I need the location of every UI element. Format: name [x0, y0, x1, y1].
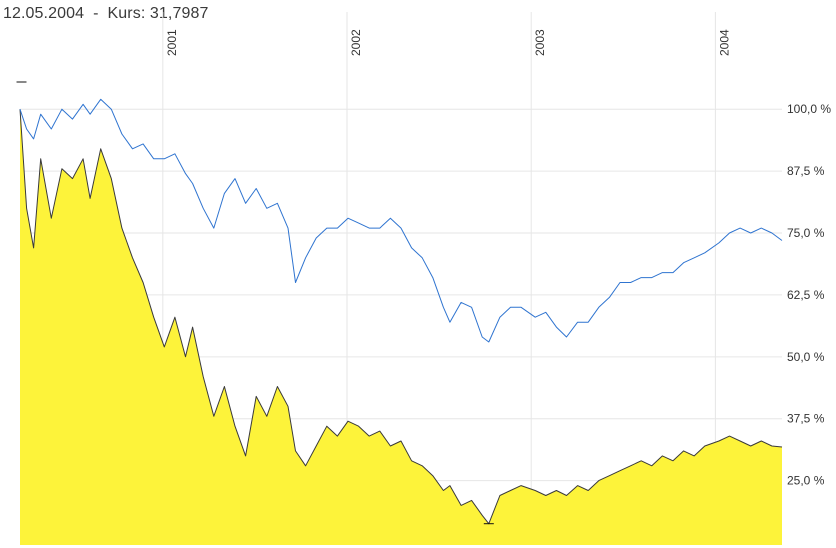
- price-area: [20, 109, 782, 545]
- x-tick-label: 2004: [717, 29, 731, 56]
- x-tick-label: 2003: [533, 29, 547, 56]
- y-tick-label: 25,0 %: [787, 474, 825, 488]
- marker-layer: [16, 81, 494, 525]
- y-tick-label: 75,0 %: [787, 226, 825, 240]
- benchmark-line: [19, 98, 783, 343]
- price-line: [19, 109, 783, 525]
- y-tick-label: 100,0 %: [787, 102, 831, 116]
- header-date: 12.05.2004: [3, 5, 85, 22]
- header-separator: -: [93, 5, 99, 22]
- y-tick-label: 50,0 %: [787, 350, 825, 364]
- y-tick-label: 62,5 %: [787, 288, 825, 302]
- y-tick-label: 87,5 %: [787, 164, 825, 178]
- y-axis: 100,0 % 87,5 % 75,0 % 62,5 % 50,0 % 37,5 % 25,…: [787, 102, 831, 487]
- x-axis: 2001 2002 2003 2004: [165, 29, 732, 56]
- header-price: Kurs: 31,7987: [107, 5, 209, 22]
- y-tick-label: 37,5 %: [787, 412, 825, 426]
- x-tick-label: 2001: [165, 29, 179, 56]
- series-layer: [19, 98, 783, 545]
- x-tick-label: 2002: [349, 29, 363, 56]
- chart-title: 12.05.2004- Kurs: 31,7987: [3, 5, 208, 23]
